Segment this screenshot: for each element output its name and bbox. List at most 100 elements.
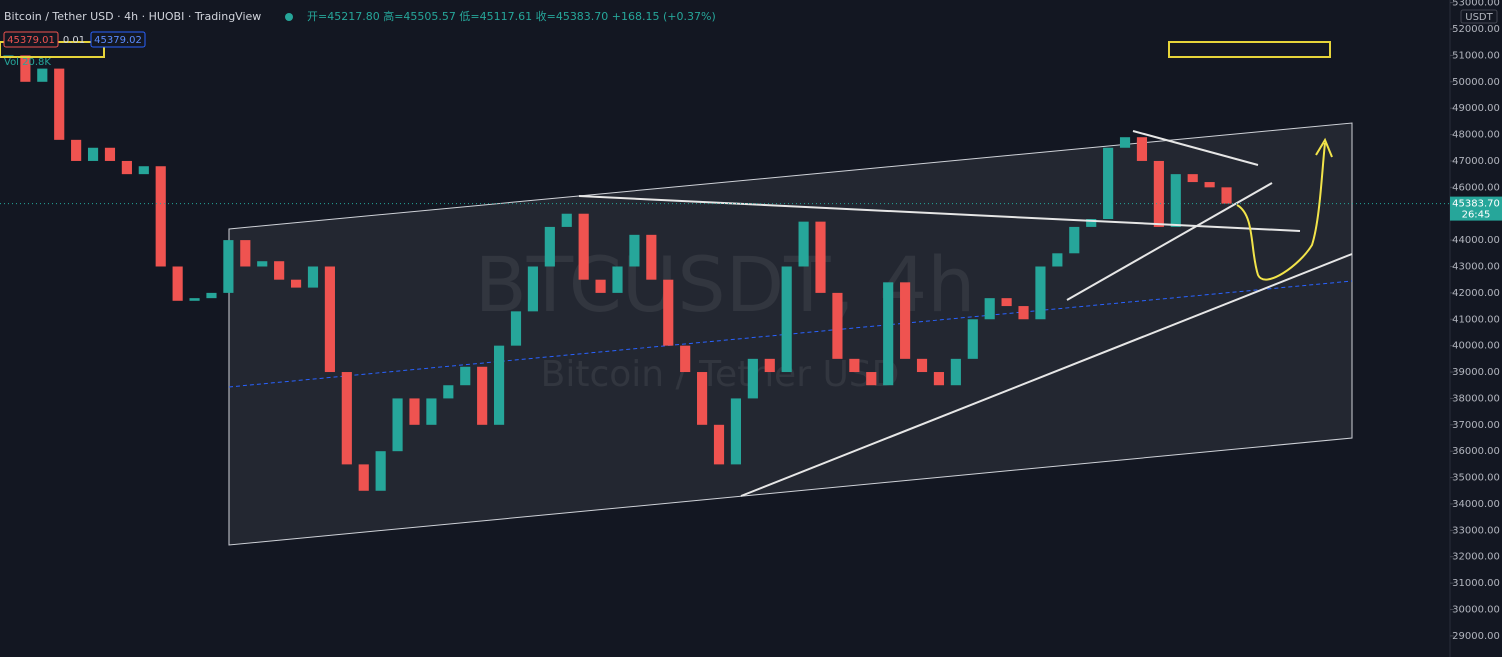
y-tick-label: 53000.00 <box>1452 0 1500 9</box>
candle <box>984 298 995 320</box>
candle <box>713 424 725 465</box>
candle <box>257 261 268 267</box>
candle <box>1086 219 1097 227</box>
candle <box>87 147 99 161</box>
candle <box>324 266 335 373</box>
candle <box>1153 160 1164 227</box>
drawings <box>578 130 1353 497</box>
candle <box>510 311 522 346</box>
candle <box>544 226 555 267</box>
y-tick-label: 39000.00 <box>1452 367 1500 378</box>
y-tick-label: 37000.00 <box>1452 420 1500 431</box>
candle <box>240 240 251 267</box>
candle <box>460 366 471 386</box>
candle <box>409 398 420 425</box>
arrow-head <box>1315 137 1333 158</box>
candle <box>121 160 132 175</box>
y-tick-label: 50000.00 <box>1452 77 1500 88</box>
candle <box>527 266 538 312</box>
candle <box>1018 306 1029 320</box>
candle <box>730 398 741 465</box>
candle <box>1052 253 1063 267</box>
candle <box>1035 266 1046 320</box>
candle <box>494 345 505 425</box>
candle <box>1204 182 1215 188</box>
candle <box>798 221 809 267</box>
y-tick-label: 41000.00 <box>1452 314 1500 325</box>
y-tick-label: 31000.00 <box>1452 578 1500 589</box>
currency[interactable]: USDT <box>1465 12 1493 23</box>
candle <box>663 279 674 346</box>
watermark-sub: Bitcoin / Tether USD <box>541 354 900 395</box>
candle <box>426 398 437 425</box>
candle <box>1119 137 1131 148</box>
y-tick-label: 36000.00 <box>1452 446 1500 457</box>
candle <box>392 398 403 452</box>
y-tick-label: 38000.00 <box>1452 393 1500 404</box>
candle <box>950 358 961 386</box>
target-box <box>1168 41 1331 58</box>
candle <box>206 292 217 299</box>
y-tick-label: 47000.00 <box>1452 156 1500 167</box>
status-dot <box>285 13 293 21</box>
candle <box>155 166 166 267</box>
candle <box>612 266 623 293</box>
candles <box>3 55 1232 491</box>
ask: 45379.02 <box>94 35 142 46</box>
candle <box>747 358 758 399</box>
last-price-bg <box>1450 196 1502 221</box>
candle <box>866 372 877 386</box>
candle <box>1221 187 1232 204</box>
candle <box>900 282 911 359</box>
y-tick-label: 34000.00 <box>1452 499 1500 510</box>
candle <box>307 266 319 288</box>
y-tick-label: 46000.00 <box>1452 182 1500 193</box>
candle <box>341 372 352 465</box>
candle <box>375 451 386 491</box>
y-tick-label: 52000.00 <box>1452 24 1500 35</box>
ask-box <box>90 31 146 48</box>
candle <box>223 240 234 293</box>
currency-button[interactable] <box>1460 9 1498 24</box>
candle <box>967 319 978 359</box>
volume-label: Vol 20.8K <box>4 57 51 68</box>
last-price-tag: 45383.70 26:45 <box>1450 196 1502 221</box>
candle <box>358 464 369 491</box>
candle <box>832 292 843 359</box>
price-axis <box>1450 0 1502 657</box>
candle <box>933 372 945 386</box>
candle <box>697 372 708 425</box>
candle <box>1103 147 1114 219</box>
candle <box>646 234 657 280</box>
candle <box>189 298 200 301</box>
candle <box>595 279 606 293</box>
candle <box>54 68 65 140</box>
candle <box>1187 174 1198 183</box>
countdown: 26:45 <box>1462 210 1491 221</box>
candle <box>20 55 31 82</box>
y-tick-label: 30000.00 <box>1452 605 1500 616</box>
candle <box>138 166 149 175</box>
candle <box>1136 137 1148 161</box>
y-tick-label: 48000.00 <box>1452 130 1500 141</box>
candle <box>37 68 48 82</box>
ohlc: 开=45217.80 高=45505.57 低=45117.61 收=45383… <box>307 9 716 23</box>
y-tick-label: 51000.00 <box>1452 50 1500 61</box>
candle <box>680 345 691 373</box>
candle <box>781 266 792 373</box>
candle <box>443 385 454 399</box>
candle <box>1170 174 1181 227</box>
candle <box>71 139 82 161</box>
candle <box>815 221 826 293</box>
candle <box>561 213 572 227</box>
spread: 0.01 <box>63 35 85 46</box>
y-tick-label: 42000.00 <box>1452 288 1500 299</box>
y-tick-label: 44000.00 <box>1452 235 1500 246</box>
candle <box>1069 226 1080 254</box>
candle <box>883 282 894 386</box>
y-axis: 53000.00 52000.00 51000.00 50000.00 49000.00… <box>1450 0 1500 642</box>
y-tick-label: 33000.00 <box>1452 525 1500 536</box>
candle <box>274 261 285 280</box>
